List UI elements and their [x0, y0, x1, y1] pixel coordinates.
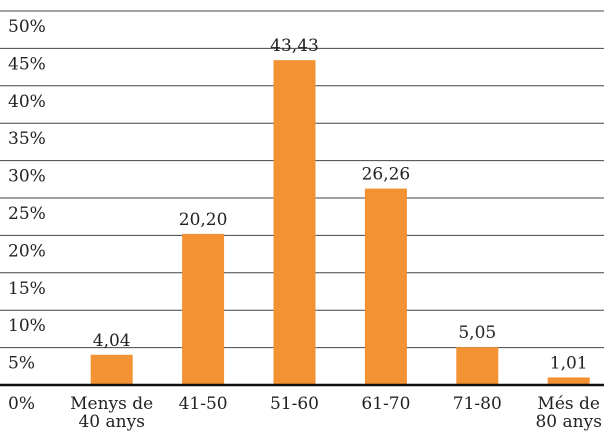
data-label: 4,04	[93, 331, 131, 351]
value-labels: 4,04 20,20 43,43 26,26 5,05 1,01	[93, 36, 588, 373]
x-tick-label: 41-50	[179, 394, 228, 414]
y-tick-label: 0%	[8, 394, 35, 414]
bar	[547, 377, 590, 385]
bars	[90, 60, 590, 385]
bar	[182, 233, 225, 385]
y-tick-label: 20%	[8, 241, 46, 261]
y-tick-label: 35%	[8, 129, 46, 149]
x-tick-label: 51-60	[270, 394, 319, 414]
data-label: 5,05	[458, 323, 496, 343]
y-tick-label: 50%	[8, 17, 46, 37]
x-tick-label: Més de 80 anys	[535, 394, 601, 432]
data-label: 1,01	[550, 353, 588, 373]
bar	[364, 188, 407, 385]
x-tick-label: 61-70	[361, 394, 410, 414]
bar	[273, 60, 316, 385]
bar	[90, 354, 133, 385]
y-tick-label: 40%	[8, 92, 46, 112]
bar	[456, 347, 499, 385]
y-tick-label: 45%	[8, 54, 46, 74]
x-tick-label: 71-80	[453, 394, 502, 414]
data-label: 26,26	[362, 165, 411, 185]
y-tick-label: 10%	[8, 316, 46, 336]
y-tick-label: 5%	[8, 354, 35, 374]
x-axis-tick-labels: Menys de 40 anys 41-50 51-60 61-70 71-80 Més d…	[70, 394, 602, 432]
x-tick-label: Menys de 40 anys	[70, 394, 153, 432]
y-tick-label: 30%	[8, 167, 46, 187]
y-tick-label: 25%	[8, 204, 46, 224]
data-label: 20,20	[179, 210, 228, 230]
data-label: 43,43	[270, 36, 319, 56]
y-tick-label: 15%	[8, 279, 46, 299]
y-axis-tick-labels: 0% 5% 10% 15% 20% 25% 30% 35% 40% 45% 50%	[8, 17, 46, 414]
